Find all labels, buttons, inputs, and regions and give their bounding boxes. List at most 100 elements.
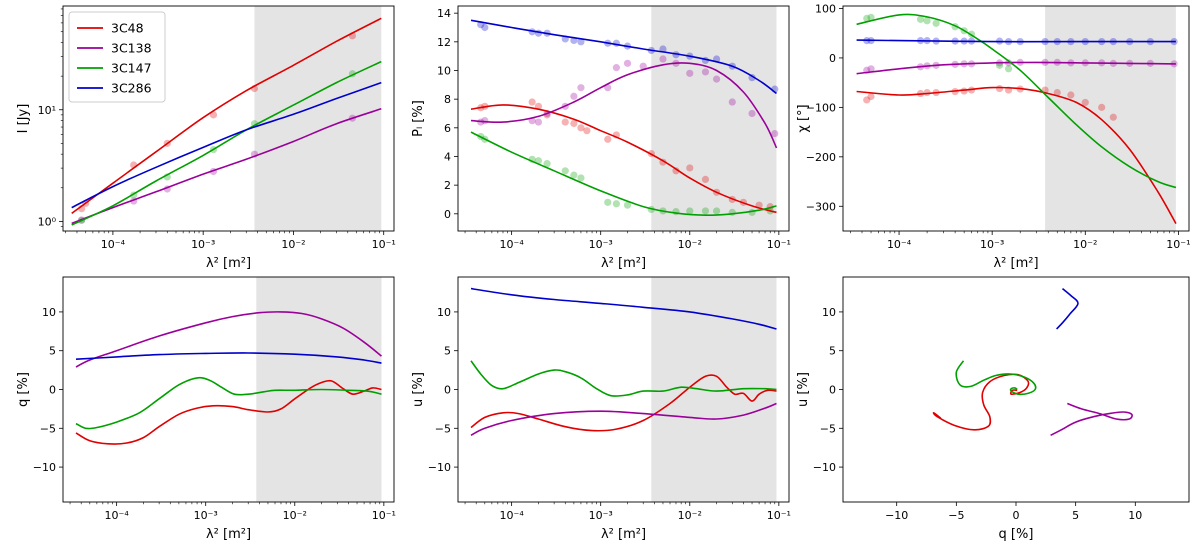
data-point-3C147 [701,207,710,215]
legend-box [68,11,166,103]
data-point-3C138 [639,62,647,70]
data-point-3C138 [701,68,710,76]
axes-frame [842,5,1190,232]
data-point-3C138 [867,65,875,73]
x-axis-label: λ² [m²] [993,256,1038,271]
shaded-band [651,6,777,231]
data-point-3C138 [748,109,756,118]
y-tick-label: 4 [444,150,451,163]
y-tick-label: 0 [444,384,451,397]
data-point-3C48 [209,111,218,119]
series-line-3C286 [856,39,1176,43]
legend-label-3C48: 3C48 [111,21,144,36]
y-tick-label: 10 [42,306,56,319]
y-tick-label: −5 [820,422,836,435]
x-tick-label: 10⁻³ [589,509,613,522]
axes-frame [457,5,790,232]
x-tick-label: 10⁻² [678,238,702,251]
shaded-band [1045,6,1176,231]
series-line-3C138 [470,402,777,437]
series-line-3C147 [470,360,777,397]
plot-area-qu [932,287,1133,437]
series-line-3C138 [856,61,1176,75]
x-tick-label: 10⁻² [1073,238,1097,251]
y-tick-label: 8 [444,93,451,106]
plot-area-u [470,277,777,502]
x-tick-label: 10⁻³ [191,238,215,251]
y-tick-label: 6 [444,122,451,135]
y-axis-label: q [%] [16,372,31,407]
series-line-3C48 [856,86,1177,224]
data-point-3C138 [481,117,489,125]
series-line-3C48 [470,374,777,432]
series-line-3C48 [75,379,382,445]
y-tick-label: 10 [437,306,451,319]
x-tick-label: 10⁻³ [589,238,613,251]
y-tick-label: 10 [437,64,451,77]
plot-area-I [71,6,382,231]
x-tick-label: 10⁻⁴ [500,238,525,251]
y-tick-label: 0 [829,52,836,65]
y-axis-label: Pₗ [%] [411,100,426,137]
x-axis-label: λ² [m²] [206,527,251,542]
x-tick-label: 10⁻¹ [372,238,396,251]
x-tick-label: 10⁻² [678,509,702,522]
data-point-3C48 [583,127,591,135]
data-point-3C48 [672,167,680,175]
data-point-3C138 [623,59,632,67]
y-tick-label: −10 [33,461,56,474]
data-point-3C48 [1053,88,1061,97]
axes-frame [62,5,395,232]
data-point-3C147 [916,15,925,23]
series-line-3C286 [71,81,382,209]
series-line-3C48 [932,373,1030,431]
plot-area-P [470,6,779,231]
data-point-3C147 [1004,65,1013,73]
data-point-3C48 [1098,103,1106,111]
y-axis-label: u [%] [796,372,811,407]
series-line-3C147 [955,360,1037,396]
y-tick-label: −5 [40,422,56,435]
series-line-3C147 [75,376,382,430]
data-point-3C147 [863,14,871,22]
y-tick-label: −10 [813,461,836,474]
y-tick-label: 2 [444,179,451,192]
y-tick-label: 10⁰ [38,215,57,228]
data-point-3C138 [570,92,578,100]
legend-label-3C138: 3C138 [111,41,152,56]
data-point-3C48 [604,135,612,143]
y-tick-label: 10 [822,306,836,319]
series-line-3C286 [1056,287,1079,330]
legend-label-3C286: 3C286 [111,81,152,96]
data-point-3C286 [481,23,489,32]
x-tick-label: 0 [1013,509,1020,522]
x-tick-label: 10⁻¹ [1166,238,1190,251]
data-point-3C138 [771,129,779,138]
y-tick-label: 10¹ [38,104,56,117]
series-line-3C48 [470,104,777,214]
x-tick-label: 10⁻⁴ [105,509,130,522]
y-axis-label: χ [°] [796,104,811,132]
data-point-3C286 [577,38,585,46]
series-line-3C286 [470,19,777,95]
data-point-3C147 [686,207,694,215]
series-line-3C286 [470,287,777,330]
y-axis-label: I [Jy] [16,104,31,134]
legend: 3C48 3C138 3C147 3C286 [68,11,166,103]
y-tick-label: −5 [435,422,451,435]
data-point-3C147 [570,171,578,179]
y-tick-label: 12 [437,36,451,49]
data-point-3C48 [1109,113,1117,121]
x-tick-label: 10⁻⁴ [887,238,912,251]
data-point-3C48 [561,118,569,126]
data-point-3C48 [701,175,710,184]
series-line-3C48 [71,17,382,215]
data-point-3C48 [863,96,871,104]
panel-P: 10⁻⁴ 10⁻³ 10⁻² 10⁻¹ 0 2 4 6 8 10 12 14 λ² [m²] Pₗ [%] [411,5,791,271]
y-tick-label: 100 [815,2,836,15]
y-tick-label: 5 [829,345,836,358]
plot-area-q [75,277,382,502]
data-point-3C286 [659,45,667,53]
panel-I: 10⁻⁴ 10⁻³ 10⁻² 10⁻¹ 10⁰ 10¹ λ² [m²] I [Jy] [16,5,396,271]
